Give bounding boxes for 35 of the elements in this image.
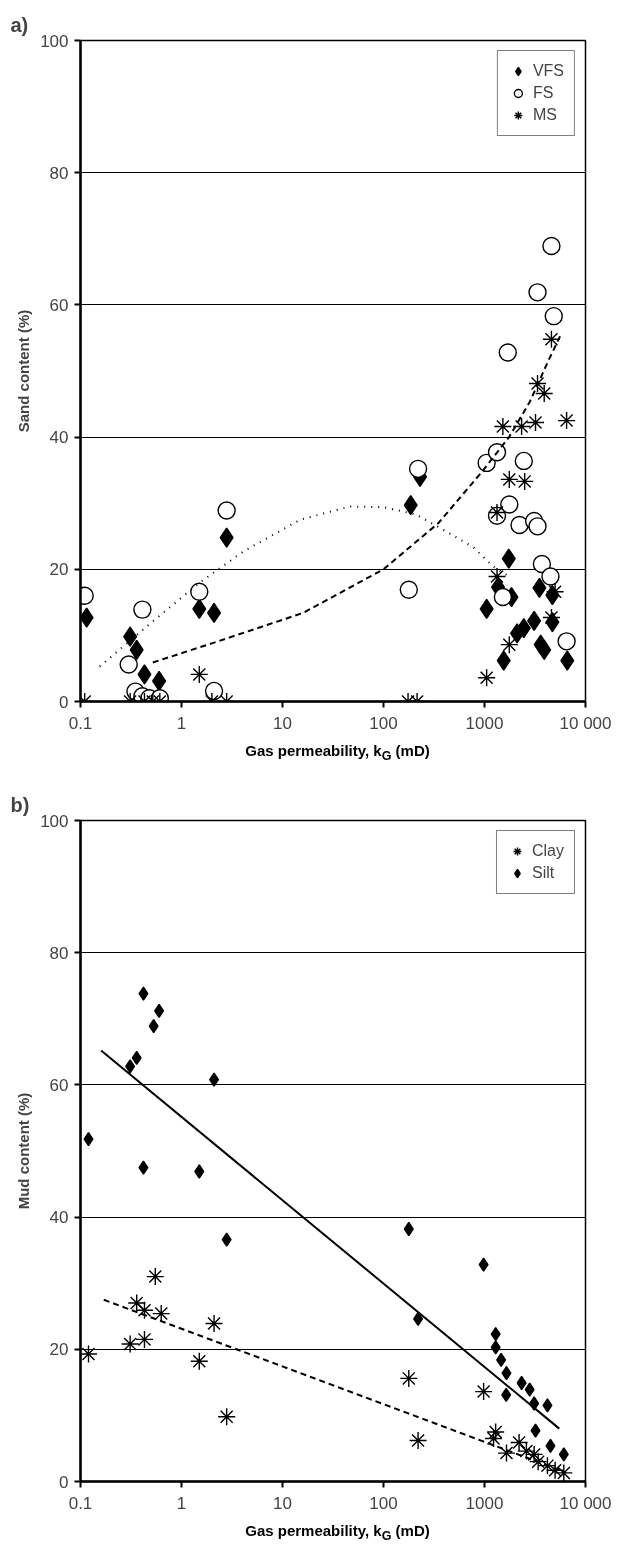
y-tick-label: 40 <box>49 1208 69 1228</box>
x-tick-label: 100 <box>369 713 398 733</box>
y-axis-title: Sand content (%) <box>15 309 33 433</box>
x-tick-label: 0.1 <box>68 1493 93 1513</box>
chart-title: b) <box>10 793 30 816</box>
legend-label: MS <box>532 106 557 124</box>
legend-label: FS <box>532 84 554 102</box>
y-tick-label: 80 <box>49 943 69 963</box>
y-tick-label: 0 <box>59 1472 69 1492</box>
y-tick-label: 20 <box>49 1340 69 1360</box>
y-tick-label: 40 <box>49 428 69 448</box>
x-tick-label: 10 <box>273 713 292 733</box>
y-tick-label: 20 <box>49 560 69 580</box>
y-tick-label: 60 <box>49 295 69 315</box>
y-axis-title: Mud content (%) <box>15 1092 33 1210</box>
legend-label: Silt <box>531 864 555 882</box>
legend-label: VFS <box>532 62 564 80</box>
x-axis-title: Gas permeability, k$_{G}$ (mD) <box>245 741 430 765</box>
x-axis-title: Gas permeability, k$_{G}$ (mD) <box>245 1521 430 1545</box>
y-tick-label: 0 <box>59 692 69 712</box>
x-tick-label: 10 <box>273 1493 292 1513</box>
legend-label: Clay <box>531 842 564 860</box>
y-tick-label: 60 <box>49 1075 69 1095</box>
y-tick-label: 80 <box>49 163 69 183</box>
x-tick-label: 0.1 <box>68 713 93 733</box>
x-tick-label: 10 000 <box>559 713 612 733</box>
y-tick-label: 100 <box>40 811 69 831</box>
x-tick-label: 10 000 <box>559 1493 612 1513</box>
chart-title: a) <box>10 13 29 36</box>
x-tick-label: 1 <box>176 713 187 733</box>
x-tick-label: 100 <box>369 1493 398 1513</box>
x-tick-label: 1000 <box>465 1493 504 1513</box>
y-tick-label: 100 <box>40 31 69 51</box>
x-tick-label: 1 <box>176 1493 187 1513</box>
x-tick-label: 1000 <box>465 713 504 733</box>
